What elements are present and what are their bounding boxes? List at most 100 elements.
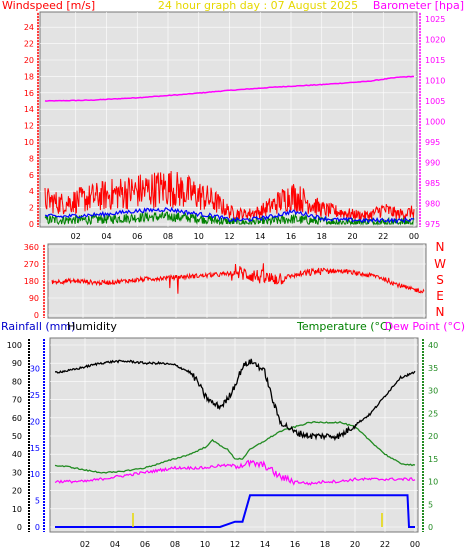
wind-x-tick-label: 12 <box>224 232 234 241</box>
humidity-title: Humidity <box>67 320 117 333</box>
wind-x-tick-label: 14 <box>255 232 265 241</box>
baro-tick-label: 985 <box>425 179 440 188</box>
direction-label-n-bottom: N <box>436 305 445 319</box>
baro-tick-label: 1010 <box>425 77 445 86</box>
wind-tick-label: 4 <box>29 187 34 196</box>
climate-plot-area <box>49 337 419 533</box>
wind-x-tick-label: 08 <box>163 232 173 241</box>
baro-tick-label: 1005 <box>425 97 445 106</box>
wind-x-tick-label: 16 <box>286 232 296 241</box>
humidity-tick-label: 50 <box>12 432 22 441</box>
climate-x-tick-label: 00 <box>410 540 420 549</box>
rain-tick-label: 0 <box>35 523 40 532</box>
climate-x-tick-label: 14 <box>260 540 270 549</box>
temperature-tick-label: 10 <box>428 478 438 487</box>
climate-x-tick-label: 06 <box>140 540 150 549</box>
humidity-tick-label: 30 <box>12 468 22 477</box>
temperature-tick-label: 40 <box>428 341 438 350</box>
wind-average-line <box>44 206 415 225</box>
rainfall-title: Rainfall (mm) <box>1 320 75 333</box>
humidity-tick-label: 100 <box>7 341 22 350</box>
direction-label-s: S <box>436 273 444 287</box>
rain-tick-label: 5 <box>35 497 40 506</box>
humidity-tick-label: 10 <box>12 505 22 514</box>
humidity-tick-label: 70 <box>12 396 22 405</box>
climate-x-tick-label: 18 <box>320 540 330 549</box>
rain-tick-label: 20 <box>30 417 40 426</box>
wind-x-tick-label: 10 <box>194 232 204 241</box>
direction-tick-label: 0 <box>34 311 39 320</box>
wind-tick-label: 18 <box>24 72 34 81</box>
dewpoint-title: Dew Point (°C) <box>385 320 465 333</box>
temperature-tick-label: 25 <box>428 409 438 418</box>
climate-x-tick-label: 20 <box>350 540 360 549</box>
temperature-title: Temperature (°C) <box>296 320 392 333</box>
wind-x-tick-label: 04 <box>101 232 111 241</box>
humidity-tick-label: 0 <box>17 523 22 532</box>
wind-tick-label: 16 <box>24 89 34 98</box>
baro-tick-label: 975 <box>425 220 440 229</box>
humidity-line <box>55 358 416 442</box>
climate-x-tick-label: 02 <box>80 540 90 549</box>
wind-x-tick-label: 02 <box>71 232 81 241</box>
climate-x-tick-label: 16 <box>290 540 300 549</box>
wind-tick-label: 2 <box>29 204 34 213</box>
temperature-tick-label: 5 <box>428 500 433 509</box>
wind-x-tick-label: 18 <box>317 232 327 241</box>
wind-tick-label: 6 <box>29 171 34 180</box>
direction-label-n-top: N <box>436 240 445 254</box>
wind-gust-line <box>44 170 415 221</box>
direction-tick-label: 360 <box>24 243 39 252</box>
wind-x-tick-label: 06 <box>132 232 142 241</box>
wind-plot-area <box>39 11 418 228</box>
barometer-line <box>44 75 415 102</box>
wind-tick-label: 12 <box>24 122 34 131</box>
plot-panels <box>39 11 427 533</box>
rain-tick-label: 15 <box>30 444 40 453</box>
baro-tick-label: 995 <box>425 138 440 147</box>
graph-date-title: 24 hour graph day : 07 August 2025 <box>158 0 358 12</box>
temperature-tick-label: 0 <box>428 523 433 532</box>
direction-tick-label: 180 <box>24 277 39 286</box>
temperature-tick-label: 15 <box>428 455 438 464</box>
climate-x-tick-label: 04 <box>110 540 120 549</box>
baro-tick-label: 990 <box>425 159 440 168</box>
axis-ticks: 0246810121416182022249759809859909951000… <box>7 12 445 549</box>
temperature-tick-label: 30 <box>428 387 438 396</box>
baro-tick-label: 1020 <box>425 36 445 45</box>
barometer-title: Barometer [hpa] <box>373 0 464 12</box>
wind-tick-label: 8 <box>29 154 34 163</box>
wind-direction-line <box>51 263 425 294</box>
climate-x-tick-label: 22 <box>380 540 390 549</box>
temperature-tick-label: 35 <box>428 364 438 373</box>
wind-tick-label: 14 <box>24 105 34 114</box>
data-series <box>44 75 425 528</box>
rain-tick-label: 30 <box>30 365 40 374</box>
baro-tick-label: 1000 <box>425 118 445 127</box>
direction-tick-label: 270 <box>24 260 39 269</box>
wind-tick-label: 22 <box>24 40 34 49</box>
wind-x-tick-label: 20 <box>347 232 357 241</box>
climate-x-tick-label: 10 <box>200 540 210 549</box>
rain-tick-label: 10 <box>30 470 40 479</box>
wind-tick-label: 20 <box>24 56 34 65</box>
rainfall-line <box>55 494 415 528</box>
climate-x-tick-label: 08 <box>170 540 180 549</box>
humidity-tick-label: 90 <box>12 359 22 368</box>
climate-x-tick-label: 12 <box>230 540 240 549</box>
baro-tick-label: 1025 <box>425 15 445 24</box>
windspeed-title: Windspeed [m/s] <box>2 0 95 12</box>
humidity-tick-label: 60 <box>12 414 22 423</box>
baro-tick-label: 1015 <box>425 56 445 65</box>
direction-label-e: E <box>436 289 444 303</box>
wind-x-tick-label: 22 <box>378 232 388 241</box>
temperature-tick-label: 20 <box>428 432 438 441</box>
wind-tick-label: 10 <box>24 138 34 147</box>
dewpoint-line <box>54 459 416 486</box>
wind-low-line <box>44 210 415 226</box>
humidity-tick-label: 80 <box>12 377 22 386</box>
humidity-tick-label: 20 <box>12 487 22 496</box>
direction-tick-label: 90 <box>29 294 39 303</box>
